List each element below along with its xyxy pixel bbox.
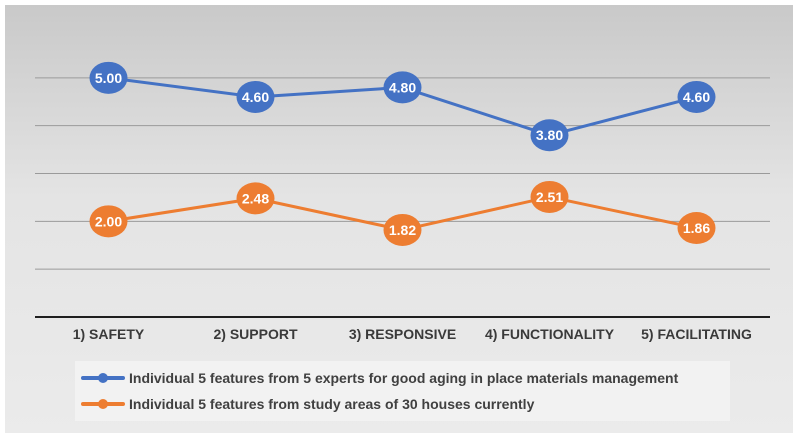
- x-tick-label: 1) SAFETY: [73, 326, 145, 342]
- legend-item-experts: Individual 5 features from 5 experts for…: [81, 365, 678, 391]
- legend-swatch-houses: [81, 399, 125, 409]
- data-label: 3.80: [536, 127, 563, 143]
- data-label: 4.60: [242, 89, 269, 105]
- x-tick-label: 5) FACILITATING: [641, 326, 752, 342]
- data-point: [677, 212, 716, 245]
- data-label: 2.00: [95, 213, 122, 229]
- data-point: [530, 119, 569, 152]
- x-tick-label: 3) RESPONSIVE: [349, 326, 456, 342]
- legend-swatch-experts: [81, 373, 125, 383]
- data-point: [89, 61, 128, 94]
- data-label: 5.00: [95, 70, 122, 86]
- x-tick-label: 4) FUNCTIONALITY: [485, 326, 615, 342]
- data-label: 2.51: [536, 189, 563, 205]
- legend: Individual 5 features from 5 experts for…: [75, 361, 730, 421]
- legend-label-experts: Individual 5 features from 5 experts for…: [129, 370, 679, 386]
- data-point: [677, 80, 716, 113]
- legend-item-houses: Individual 5 features from study areas o…: [81, 391, 534, 417]
- data-point: [383, 71, 422, 104]
- data-label: 4.60: [683, 89, 710, 105]
- data-label: 1.82: [389, 222, 416, 238]
- data-point: [236, 182, 275, 215]
- data-point: [236, 80, 275, 113]
- data-label: 4.80: [389, 79, 416, 95]
- x-tick-label: 2) SUPPORT: [213, 326, 297, 342]
- data-point: [383, 213, 422, 246]
- data-label: 1.86: [683, 220, 710, 236]
- legend-label-houses: Individual 5 features from study areas o…: [129, 396, 535, 412]
- data-point: [89, 205, 128, 238]
- data-label: 2.48: [242, 190, 269, 206]
- data-point: [530, 180, 569, 213]
- chart-panel: 1) SAFETY 2) SUPPORT 3) RESPONSIVE 4) FUNCT…: [5, 5, 793, 433]
